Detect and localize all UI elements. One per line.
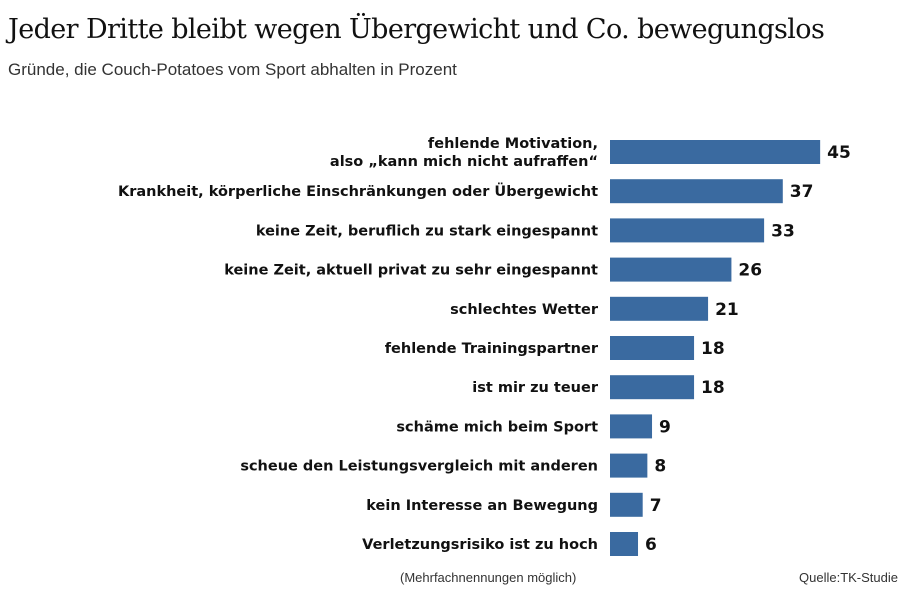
value-label: 6 (645, 535, 657, 555)
footnote: (Mehrfachnennungen möglich) (400, 570, 577, 585)
category-label: scheue den Leistungsvergleich mit andere… (240, 459, 598, 475)
category-label: Krankheit, körperliche Einschränkungen o… (118, 182, 598, 200)
bar (610, 257, 732, 282)
value-label: 8 (654, 457, 666, 477)
category-label: schlechtes Wetter (450, 302, 599, 318)
bar (610, 453, 648, 478)
category-label: kein Interesse an Bewegung (366, 498, 598, 514)
category-label: ist mir zu teuer (472, 380, 599, 396)
category-label: also „kann mich nicht aufraffen“ (330, 154, 598, 170)
category-label: fehlende Trainingspartner (385, 341, 599, 357)
source-credit: Quelle:TK-Studie (799, 570, 898, 585)
bar (610, 336, 695, 360)
value-label: 7 (650, 496, 662, 516)
bar (610, 492, 643, 517)
chart-title: Jeder Dritte bleibt wegen Übergewicht un… (8, 14, 825, 45)
category-label: schäme mich beim Sport (396, 419, 598, 435)
value-label: 9 (659, 417, 671, 437)
value-label: 33 (771, 221, 795, 241)
bar (610, 218, 765, 243)
category-label: keine Zeit, beruflich zu stark eingespan… (256, 223, 598, 239)
category-label: fehlende Motivation, (428, 136, 598, 152)
bar (610, 179, 783, 204)
category-label: keine Zeit, aktuell privat zu sehr einge… (224, 263, 598, 279)
value-label: 26 (738, 261, 762, 281)
bar (610, 296, 709, 321)
bar (610, 532, 639, 556)
value-label: 37 (790, 182, 814, 202)
bar (610, 140, 821, 164)
bar (610, 375, 695, 400)
value-label: 45 (827, 143, 851, 163)
bar (610, 414, 653, 439)
chart-subtitle: Gründe, die Couch-Potatoes vom Sport abh… (8, 60, 457, 79)
category-label: Verletzungsrisiko ist zu hoch (362, 537, 598, 553)
value-label: 18 (701, 339, 725, 359)
value-label: 18 (701, 378, 725, 398)
value-label: 21 (715, 300, 739, 320)
